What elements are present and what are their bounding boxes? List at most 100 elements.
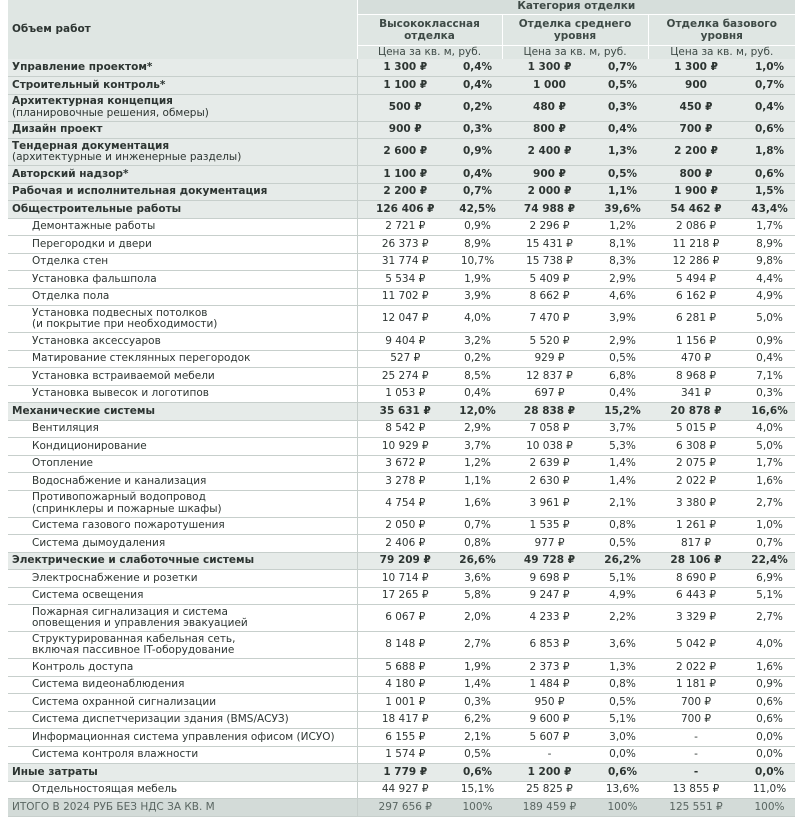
row-label: Управление проектом*	[8, 59, 357, 77]
price-cell: 2 400 ₽	[502, 138, 597, 166]
price-cell: 5 042 ₽	[648, 631, 744, 659]
price-cell: 817 ₽	[648, 534, 744, 553]
row-item: Система дымоудаления 2 406 ₽0,8% 977 ₽0,5%…	[8, 534, 796, 553]
share-cell: 1,7%	[744, 455, 796, 473]
row-label: Структурированная кабельная сеть, включая…	[8, 631, 357, 659]
price-cell: 2 075 ₽	[648, 455, 744, 473]
row-label: Рабочая и исполнительная документация	[8, 183, 357, 201]
price-cell: 1 200 ₽	[502, 763, 597, 782]
price-cell: 1 484 ₽	[502, 676, 597, 694]
share-cell: 4,0%	[744, 420, 796, 438]
share-cell: 2,2%	[597, 604, 648, 632]
row-label: Отделка пола	[8, 288, 357, 306]
row-label-text: Отделка пола	[32, 290, 110, 302]
share-cell: 3,9%	[597, 305, 648, 333]
price-cell: 900 ₽	[502, 165, 597, 184]
price-cell: 800 ₽	[502, 121, 597, 139]
share-cell: 1,0%	[744, 517, 796, 535]
share-cell: 3,7%	[597, 420, 648, 438]
price-cell: 1 535 ₽	[502, 517, 597, 535]
share-cell: 4,9%	[744, 288, 796, 306]
share-cell: 1,3%	[597, 138, 648, 166]
price-cell: 79 209 ₽	[356, 552, 453, 570]
row-label-note: (планировочные решения, обмеры)	[12, 106, 209, 119]
share-cell: 0,3%	[597, 94, 648, 122]
row-label: Отопление	[8, 455, 357, 473]
share-cell: 1,2%	[453, 455, 502, 473]
price-cell: 1 181 ₽	[648, 676, 744, 694]
price-cell: 470 ₽	[648, 350, 744, 368]
share-cell: 2,1%	[597, 490, 648, 518]
row-label-text: Иные затраты	[12, 765, 98, 778]
share-cell: 1,4%	[597, 455, 648, 473]
row-label-text: Рабочая и исполнительная документация	[12, 185, 268, 197]
row-label-text: Электрические и слаботочные системы	[12, 554, 255, 566]
share-cell: 0,4%	[453, 59, 502, 77]
price-cell: -	[648, 763, 744, 782]
share-cell: 13,6%	[597, 781, 648, 799]
share-cell: 1,6%	[453, 490, 502, 518]
share-cell: 5,8%	[453, 587, 502, 605]
row-item: Кондиционирование 10 929 ₽3,7% 10 038 ₽5,3…	[8, 437, 796, 456]
row-label: Дизайн проект	[8, 121, 357, 139]
row-item: Система охранной сигнализации 1 001 ₽0,3%…	[8, 693, 796, 712]
row-item: Отопление 3 672 ₽1,2% 2 639 ₽1,4% 2 075 ₽1,…	[8, 455, 796, 473]
row-group: Механические системы 35 631 ₽12,0% 28 838 …	[8, 402, 796, 421]
row-item: Водоснабжение и канализация 3 278 ₽1,1% 2 …	[8, 472, 796, 491]
price-cell: 9 247 ₽	[502, 587, 597, 605]
price-cell: 800 ₽	[648, 165, 744, 184]
share-cell: 0,4%	[597, 121, 648, 139]
row-label: Установка аксессуаров	[8, 332, 357, 351]
share-cell: 5,3%	[597, 437, 648, 456]
price-cell: 8 148 ₽	[356, 631, 453, 659]
row-label-text: Структурированная кабельная сеть,	[32, 632, 236, 645]
price-cell: 10 038 ₽	[502, 437, 597, 456]
row-label-text: Установка фальшпола	[32, 272, 157, 285]
row-label: Система контроля влажности	[8, 746, 357, 764]
share-cell: 42,5%	[453, 200, 502, 219]
share-cell: 26,6%	[453, 552, 502, 570]
price-cell: 6 162 ₽	[648, 288, 744, 306]
row-item: Система газового пожаротушения 2 050 ₽0,7…	[8, 517, 796, 535]
row-label-text: Контроль доступа	[32, 660, 134, 673]
row-item: Демонтажные работы 2 721 ₽0,9% 2 296 ₽1,2%…	[8, 218, 796, 236]
price-cell: 2 721 ₽	[356, 218, 453, 236]
share-cell: 1,3%	[597, 658, 648, 677]
price-cell: -	[648, 746, 744, 764]
row-group: Управление проектом* 1 300 ₽0,4% 1 300 ₽0,…	[8, 59, 796, 77]
share-cell: 0,0%	[597, 746, 648, 764]
row-label: Система охранной сигнализации	[8, 693, 357, 712]
row-item: Структурированная кабельная сеть, включая…	[8, 631, 796, 659]
price-cell: 10 929 ₽	[356, 437, 453, 456]
row-label: Отделка стен	[8, 253, 357, 271]
share-cell: 4,9%	[597, 587, 648, 605]
share-cell: 0,5%	[597, 76, 648, 95]
price-cell: 189 459 ₽	[502, 798, 597, 817]
price-cell: -	[502, 746, 597, 764]
row-label-text: Система охранной сигнализации	[32, 695, 217, 708]
price-cell: 35 631 ₽	[356, 402, 453, 421]
price-cell: 2 200 ₽	[648, 138, 744, 166]
share-cell: 15,2%	[597, 402, 648, 421]
price-cell: 13 855 ₽	[648, 781, 744, 799]
row-label-text: Авторский надзор*	[12, 167, 129, 180]
price-cell: 2 086 ₽	[648, 218, 744, 236]
row-group: Авторский надзор* 1 100 ₽0,4% 900 ₽0,5% 800…	[8, 165, 796, 184]
share-cell: 1,1%	[597, 183, 648, 201]
row-item: Информационная система управления офисом…	[8, 728, 796, 747]
price-cell: 1 100 ₽	[356, 76, 453, 95]
price-cell: 8 690 ₽	[648, 569, 744, 588]
row-label: Система видеонаблюдения	[8, 676, 357, 694]
row-label-text: Управление проектом*	[12, 60, 153, 73]
row-item: Установка вывесок и логотипов 1 053 ₽0,4%…	[8, 385, 796, 403]
row-group: Иные затраты 1 779 ₽0,6% 1 200 ₽0,6% -0,0%	[8, 763, 796, 782]
row-label-text: Архитектурная концепция	[12, 95, 173, 107]
price-cell: 2 639 ₽	[502, 455, 597, 473]
row-label-text: Система освещения	[32, 589, 144, 601]
row-label: Перегородки и двери	[8, 235, 357, 254]
share-cell: 2,1%	[453, 728, 502, 747]
share-cell: 0,8%	[597, 517, 648, 535]
row-label: Система газового пожаротушения	[8, 517, 357, 535]
price-cell: 6 155 ₽	[356, 728, 453, 747]
price-cell: 697 ₽	[502, 385, 597, 403]
